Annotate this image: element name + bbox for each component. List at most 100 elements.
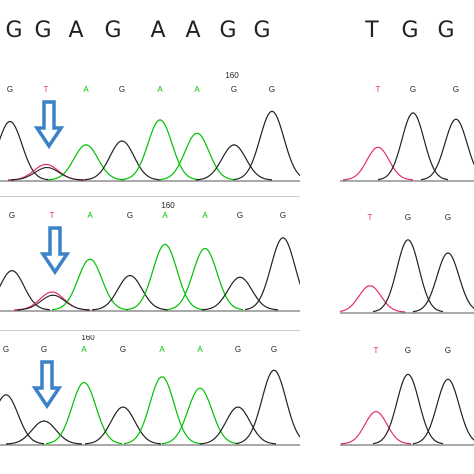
position-marker: 160 <box>225 71 239 80</box>
trace-peak <box>377 112 449 181</box>
trace-peak <box>235 369 311 445</box>
trace-peak <box>158 132 236 181</box>
base-call-label: G <box>405 346 411 355</box>
trace-peak <box>0 394 45 445</box>
trace-peak <box>6 420 82 445</box>
trace-peak <box>84 406 162 445</box>
panel-divider <box>0 330 300 331</box>
down-arrow-icon <box>31 360 63 410</box>
base-call-label: T <box>44 85 49 94</box>
base-call-label: T <box>374 346 379 355</box>
base-call-label: T <box>376 85 381 94</box>
base-call-label: G <box>445 213 451 222</box>
trace-peak <box>412 252 474 313</box>
base-call-label: G <box>453 85 459 94</box>
trace-peak <box>412 378 474 445</box>
base-call-label: A <box>194 85 200 94</box>
base-call-label: G <box>9 211 15 220</box>
trace-peak <box>51 258 129 311</box>
position-marker: 160 <box>161 201 175 210</box>
trace-peak <box>123 376 201 445</box>
base-call-label: A <box>83 85 89 94</box>
chromatogram-panel: G T A G A A G G 160 <box>0 71 311 182</box>
base-call-label: G <box>445 346 451 355</box>
base-call-label: A <box>81 345 87 354</box>
base-call-label: T <box>368 213 373 222</box>
secondary-peak <box>10 166 84 181</box>
trace-peak <box>195 144 273 181</box>
panel-divider <box>0 196 300 197</box>
secondary-peak <box>17 294 89 311</box>
header-base: A <box>68 18 84 43</box>
base-call-label: G <box>120 345 126 354</box>
header-base: G <box>253 18 271 43</box>
base-call-label: G <box>410 85 416 94</box>
trace-peak <box>0 269 50 311</box>
base-call-label: G <box>7 85 13 94</box>
trace-peak <box>420 118 474 181</box>
base-call-label: G <box>405 213 411 222</box>
chromatogram-panel-container: G G A G A A G G 160 <box>0 333 311 460</box>
header-base: A <box>185 18 201 43</box>
header-base: G <box>5 18 23 43</box>
trace-peak <box>201 276 279 311</box>
header-base: T <box>365 18 379 43</box>
chromatogram-panel: G G A G A A G G 160 <box>0 333 311 446</box>
base-call-label: G <box>119 85 125 94</box>
trace-peak <box>0 120 49 181</box>
trace-peak <box>47 144 125 181</box>
chromatogram-panel-container: G T A G A A G G 160 <box>0 62 311 190</box>
base-call-label: G <box>127 211 133 220</box>
trace-peak <box>372 239 444 313</box>
trace-peak <box>342 146 414 181</box>
trace-peak <box>340 410 412 445</box>
base-call-label: G <box>41 345 47 354</box>
base-call-label: A <box>159 345 165 354</box>
trace-peak <box>166 247 244 311</box>
chromatogram-panel-container: G T A G A A G G 160 <box>0 198 311 320</box>
base-call-label: A <box>197 345 203 354</box>
position-marker: 160 <box>81 335 95 342</box>
trace-peak <box>372 373 444 445</box>
trace-peak <box>199 406 277 445</box>
base-call-label: G <box>280 211 286 220</box>
base-call-label: A <box>202 211 208 220</box>
header-base: G <box>437 18 455 43</box>
base-call-label: T <box>50 211 55 220</box>
trace-peak <box>335 285 405 313</box>
trace-peak <box>13 291 91 311</box>
header-base: G <box>219 18 237 43</box>
base-call-label: A <box>87 211 93 220</box>
trace-peak <box>45 381 123 445</box>
base-call-label: G <box>237 211 243 220</box>
base-call-label: G <box>235 345 241 354</box>
header-base: A <box>150 18 166 43</box>
base-call-label: G <box>3 345 9 354</box>
header-base: G <box>104 18 122 43</box>
down-arrow-icon <box>39 226 71 276</box>
header-base: G <box>34 18 52 43</box>
down-arrow-icon <box>33 100 65 150</box>
trace-peak <box>126 243 204 311</box>
base-call-label: G <box>231 85 237 94</box>
trace-peak <box>233 110 311 181</box>
trace-peak <box>91 274 169 311</box>
trace-peak <box>244 237 311 311</box>
chromatogram-panel: G T A G A A G G 160 <box>0 201 311 312</box>
header-base: G <box>401 18 419 43</box>
base-call-label: A <box>162 211 168 220</box>
trace-peak <box>121 119 199 181</box>
trace-peak <box>84 140 160 181</box>
base-call-label: A <box>157 85 163 94</box>
base-call-label: G <box>271 345 277 354</box>
trace-peak <box>161 387 239 445</box>
base-call-label: G <box>269 85 275 94</box>
trace-peak <box>8 163 84 181</box>
